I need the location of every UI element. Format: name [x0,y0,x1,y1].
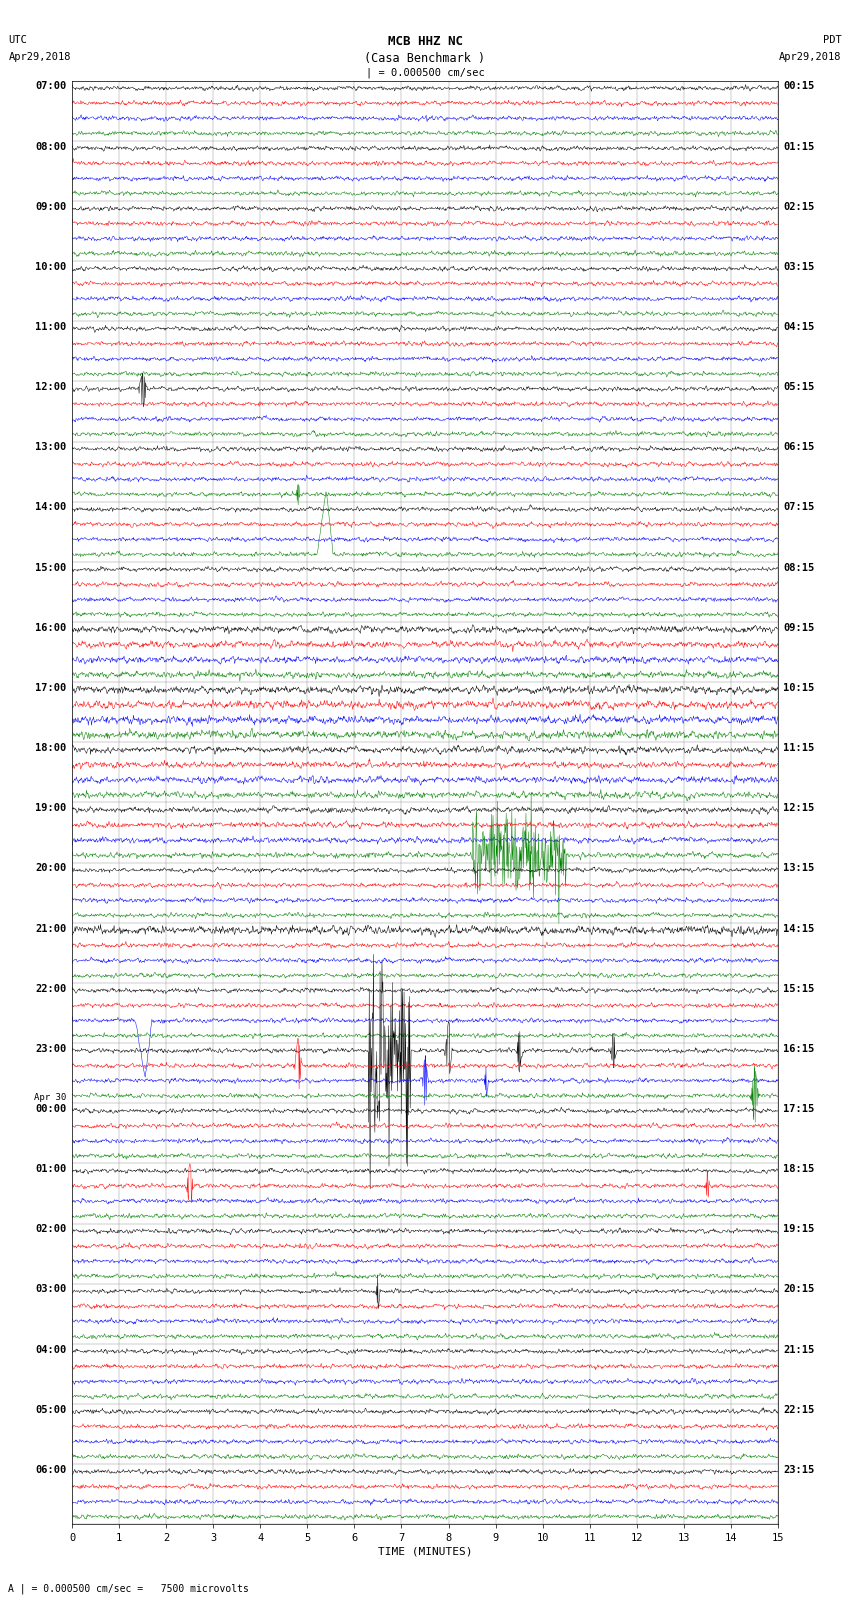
Text: 07:00: 07:00 [36,81,66,92]
Text: 16:15: 16:15 [784,1044,814,1053]
Text: 21:15: 21:15 [784,1345,814,1355]
Text: 23:15: 23:15 [784,1465,814,1474]
Text: 12:00: 12:00 [36,382,66,392]
Text: 14:15: 14:15 [784,924,814,934]
Text: 13:00: 13:00 [36,442,66,452]
Text: 19:00: 19:00 [36,803,66,813]
Text: 20:15: 20:15 [784,1284,814,1294]
Text: 03:15: 03:15 [784,261,814,273]
Text: 11:00: 11:00 [36,323,66,332]
Text: 22:15: 22:15 [784,1405,814,1415]
Text: PDT: PDT [823,35,842,45]
Text: 15:00: 15:00 [36,563,66,573]
Text: MCB HHZ NC: MCB HHZ NC [388,35,462,48]
Text: Apr29,2018: Apr29,2018 [8,52,71,61]
Text: 13:15: 13:15 [784,863,814,873]
Text: 09:15: 09:15 [784,623,814,632]
Text: UTC: UTC [8,35,27,45]
Text: 08:15: 08:15 [784,563,814,573]
Text: 08:00: 08:00 [36,142,66,152]
Text: 01:00: 01:00 [36,1165,66,1174]
Text: A | = 0.000500 cm/sec =   7500 microvolts: A | = 0.000500 cm/sec = 7500 microvolts [8,1582,249,1594]
Text: 10:15: 10:15 [784,682,814,694]
Text: 05:00: 05:00 [36,1405,66,1415]
Text: 15:15: 15:15 [784,984,814,994]
Text: 10:00: 10:00 [36,261,66,273]
Text: 12:15: 12:15 [784,803,814,813]
Text: 02:00: 02:00 [36,1224,66,1234]
Text: 04:00: 04:00 [36,1345,66,1355]
Text: 18:15: 18:15 [784,1165,814,1174]
Text: 07:15: 07:15 [784,503,814,513]
Text: 17:00: 17:00 [36,682,66,694]
Text: 23:00: 23:00 [36,1044,66,1053]
Text: 14:00: 14:00 [36,503,66,513]
Text: | = 0.000500 cm/sec: | = 0.000500 cm/sec [366,68,484,79]
Text: 19:15: 19:15 [784,1224,814,1234]
Text: 20:00: 20:00 [36,863,66,873]
Text: 01:15: 01:15 [784,142,814,152]
Text: 11:15: 11:15 [784,744,814,753]
Text: 06:00: 06:00 [36,1465,66,1474]
Text: 21:00: 21:00 [36,924,66,934]
Text: 02:15: 02:15 [784,202,814,211]
Text: Apr 30: Apr 30 [34,1094,66,1102]
Text: 00:00: 00:00 [36,1103,66,1115]
X-axis label: TIME (MINUTES): TIME (MINUTES) [377,1547,473,1557]
Text: 06:15: 06:15 [784,442,814,452]
Text: 22:00: 22:00 [36,984,66,994]
Text: 04:15: 04:15 [784,323,814,332]
Text: 18:00: 18:00 [36,744,66,753]
Text: 00:15: 00:15 [784,81,814,92]
Text: (Casa Benchmark ): (Casa Benchmark ) [365,52,485,65]
Text: 16:00: 16:00 [36,623,66,632]
Text: 17:15: 17:15 [784,1103,814,1115]
Text: 05:15: 05:15 [784,382,814,392]
Text: 03:00: 03:00 [36,1284,66,1294]
Text: Apr29,2018: Apr29,2018 [779,52,842,61]
Text: 09:00: 09:00 [36,202,66,211]
